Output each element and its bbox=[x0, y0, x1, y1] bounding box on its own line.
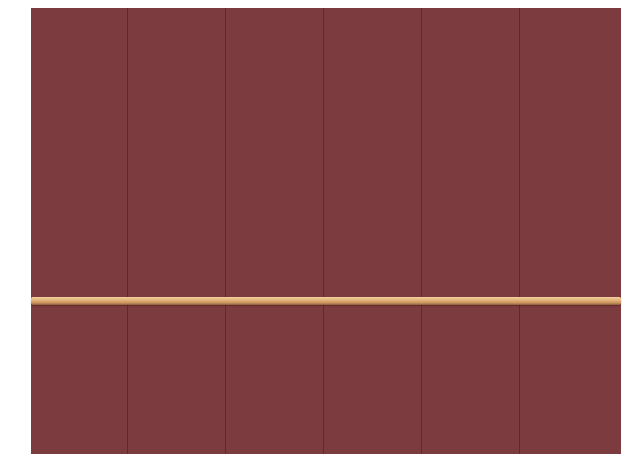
door-panel-3[interactable] bbox=[226, 8, 324, 454]
door-panel-1[interactable] bbox=[31, 8, 128, 454]
door-panel-5[interactable] bbox=[422, 8, 520, 454]
door-panel-6[interactable] bbox=[520, 8, 621, 454]
wardrobe-front bbox=[31, 8, 621, 454]
door-panel-2[interactable] bbox=[128, 8, 226, 454]
handle-rail[interactable] bbox=[31, 297, 621, 305]
door-panel-4[interactable] bbox=[324, 8, 422, 454]
